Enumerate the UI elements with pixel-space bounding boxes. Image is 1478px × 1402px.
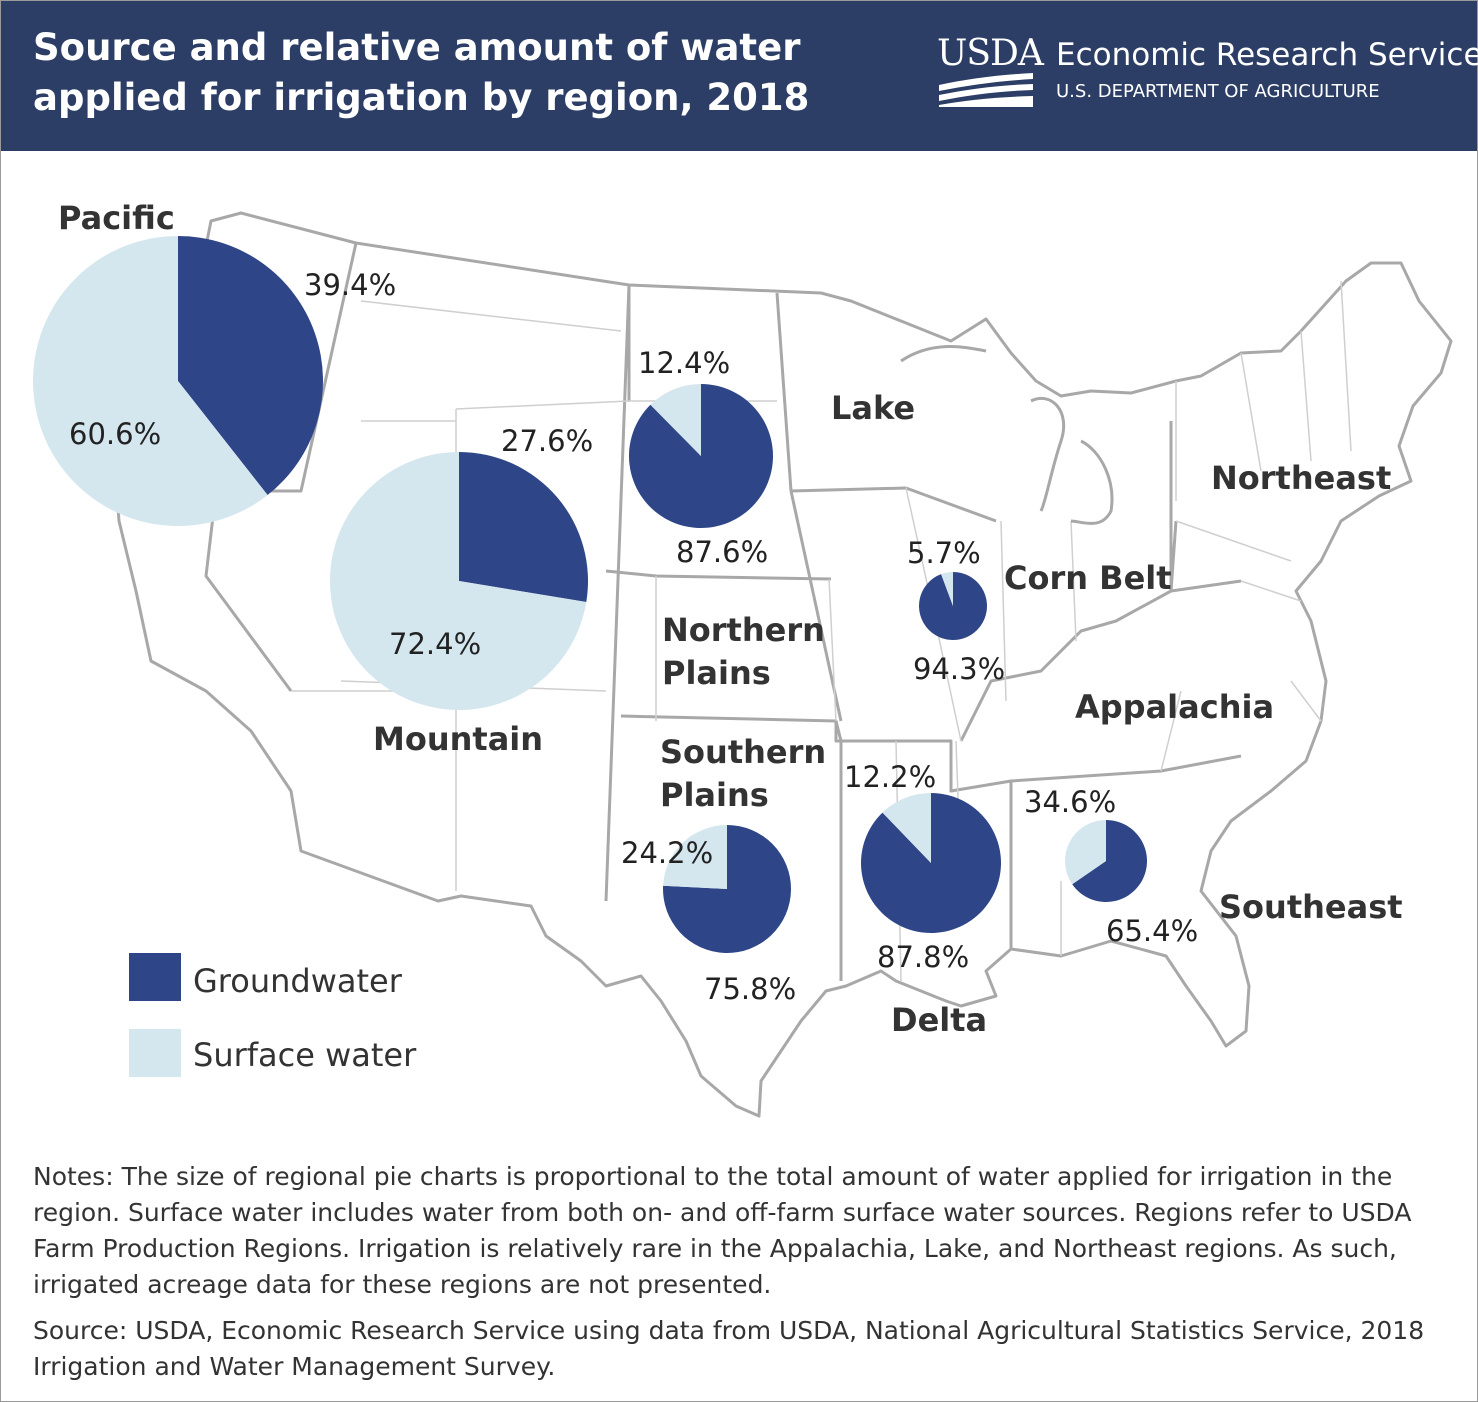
pct-mountain-surface: 72.4%	[389, 627, 481, 661]
us-region-map: Pacific Mountain Northern Plains Souther…	[32, 199, 1453, 1118]
pie-slice-corn-belt-surface	[941, 572, 953, 606]
region-label-lake: Lake	[831, 389, 915, 427]
region-label-southeast: Southeast	[1219, 888, 1403, 926]
region-label-northern-plains-1: Northern	[662, 611, 825, 649]
pie-slice-mountain-surface	[330, 452, 587, 710]
pie-slice-southeast-surface	[1064, 820, 1106, 885]
usda-logo-text: USDA	[937, 33, 1044, 74]
pie-slice-mountain-groundwater	[459, 452, 589, 602]
legend-label-groundwater: Groundwater	[193, 962, 403, 1000]
region-label-appalachia: Appalachia	[1075, 688, 1274, 726]
pct-southeast-surface: 34.6%	[1024, 785, 1116, 819]
region-label-delta: Delta	[891, 1001, 987, 1039]
header-banner: Source and relative amount of water appl…	[1, 1, 1478, 151]
region-label-mountain: Mountain	[373, 720, 543, 758]
chart-title: Source and relative amount of water appl…	[33, 26, 810, 119]
usda-logo-icon	[939, 73, 1033, 107]
pct-southern-plains-surface: 24.2%	[621, 836, 713, 870]
pie-slice-corn-belt-groundwater	[919, 572, 988, 640]
pie-slice-southeast-groundwater	[1072, 820, 1147, 902]
region-label-northern-plains-2: Plains	[662, 654, 771, 692]
pct-northern-plains-surface: 12.4%	[638, 346, 730, 380]
pct-delta-surface: 12.2%	[844, 760, 936, 794]
pie-slice-southern-plains-surface	[663, 825, 727, 889]
region-label-corn-belt: Corn Belt	[1004, 559, 1172, 597]
legend-label-surface-water: Surface water	[193, 1036, 417, 1074]
pct-pacific-surface: 60.6%	[69, 417, 161, 451]
pct-pacific-groundwater: 39.4%	[304, 268, 396, 302]
pct-southern-plains-groundwater: 75.8%	[704, 972, 796, 1006]
region-label-southern-plains-1: Southern	[660, 733, 826, 771]
notes-text: Notes: The size of regional pie charts i…	[33, 1162, 1412, 1299]
agency-name: Economic Research Service	[1056, 37, 1478, 73]
pct-corn-belt-surface: 5.7%	[907, 536, 981, 570]
great-lakes	[900, 345, 1114, 525]
pie-slice-northern-plains-surface	[650, 383, 701, 456]
pct-corn-belt-groundwater: 94.3%	[913, 652, 1005, 686]
department-name: U.S. DEPARTMENT OF AGRICULTURE	[1056, 81, 1380, 102]
pct-northern-plains-groundwater: 87.6%	[676, 535, 768, 569]
legend-swatch-groundwater	[129, 953, 181, 1001]
us-outline	[114, 211, 1453, 1118]
region-pies	[32, 236, 1147, 953]
pie-slice-delta-groundwater	[860, 793, 1001, 934]
pct-delta-groundwater: 87.8%	[877, 940, 969, 974]
region-label-northeast: Northeast	[1211, 459, 1391, 497]
region-label-southern-plains-2: Plains	[660, 776, 769, 814]
legend-swatch-surface-water	[129, 1029, 181, 1077]
pie-slice-pacific-surface	[32, 236, 268, 526]
pie-slice-delta-surface	[882, 793, 931, 863]
region-label-pacific: Pacific	[58, 199, 175, 237]
pct-mountain-groundwater: 27.6%	[501, 424, 593, 458]
source-text: Source: USDA, Economic Research Service …	[33, 1316, 1425, 1381]
pct-southeast-groundwater: 65.4%	[1106, 914, 1198, 948]
pie-slice-pacific-groundwater	[178, 236, 323, 496]
